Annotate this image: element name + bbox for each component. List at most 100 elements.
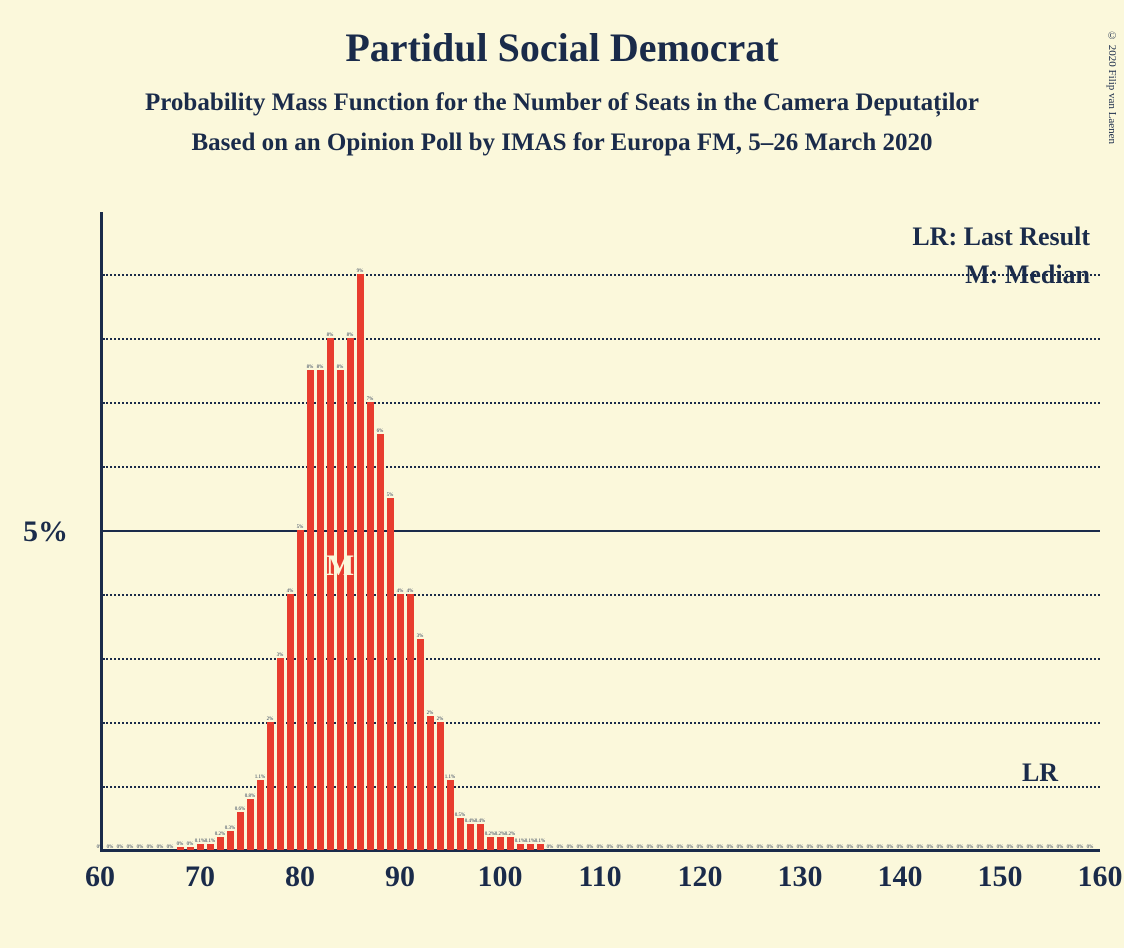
pmf-bar	[377, 434, 384, 850]
pmf-bar-label: 0%	[737, 845, 744, 850]
pmf-bar	[477, 824, 484, 850]
subtitle-2: Based on an Opinion Poll by IMAS for Eur…	[0, 129, 1124, 157]
gridline	[103, 338, 1100, 340]
pmf-bar	[277, 658, 284, 850]
pmf-bar-label: 4%	[397, 589, 404, 594]
pmf-bar	[457, 818, 464, 850]
pmf-bar-label: 0%	[637, 845, 644, 850]
pmf-bar	[267, 722, 274, 850]
pmf-bar-label: 0%	[867, 845, 874, 850]
pmf-bar-label: 8%	[347, 333, 354, 338]
y-axis-label: 5%	[23, 515, 68, 549]
pmf-bar	[447, 780, 454, 850]
y-axis	[100, 212, 103, 852]
pmf-bar	[497, 837, 504, 850]
pmf-bar-label: 0%	[557, 845, 564, 850]
pmf-bar-label: 8%	[337, 365, 344, 370]
pmf-bar	[337, 370, 344, 850]
gridline	[103, 594, 1100, 596]
pmf-bar	[387, 498, 394, 850]
pmf-bar-label: 0.1%	[515, 839, 525, 844]
pmf-bar-label: 0.1%	[195, 839, 205, 844]
last-result-marker: LR	[1022, 758, 1058, 788]
pmf-bar-label: 0.2%	[215, 832, 225, 837]
pmf-bar-label: 4%	[287, 589, 294, 594]
pmf-bar	[517, 844, 524, 850]
pmf-bar	[207, 844, 214, 850]
pmf-bar-label: 0%	[187, 842, 194, 847]
pmf-bar-label: 0%	[107, 845, 114, 850]
pmf-bar-label: 0%	[907, 845, 914, 850]
pmf-bar	[437, 722, 444, 850]
pmf-bar-label: 0%	[777, 845, 784, 850]
pmf-bar-label: 8%	[307, 365, 314, 370]
x-axis-label: 90	[385, 860, 415, 894]
pmf-bar-label: 2%	[427, 711, 434, 716]
pmf-bar-label: 0%	[837, 845, 844, 850]
subtitle-1: Probability Mass Function for the Number…	[0, 89, 1124, 117]
pmf-bar	[217, 837, 224, 850]
pmf-bar-label: 0%	[147, 845, 154, 850]
pmf-bar-label: 0%	[957, 845, 964, 850]
pmf-bar-label: 2%	[437, 717, 444, 722]
pmf-bar-label: 7%	[367, 397, 374, 402]
pmf-bar-label: 0%	[617, 845, 624, 850]
pmf-bar	[507, 837, 514, 850]
pmf-bar-label: 0%	[647, 845, 654, 850]
pmf-bar-label: 0%	[1057, 845, 1064, 850]
pmf-bar	[347, 338, 354, 850]
pmf-bar-label: 0%	[887, 845, 894, 850]
pmf-bar-label: 6%	[377, 429, 384, 434]
pmf-bar	[317, 370, 324, 850]
pmf-bar-label: 0%	[567, 845, 574, 850]
pmf-bar	[197, 844, 204, 850]
pmf-bar	[327, 338, 334, 850]
pmf-bar-label: 3%	[277, 653, 284, 658]
copyright: © 2020 Filip van Laenen	[1106, 30, 1118, 144]
pmf-bar-label: 0%	[577, 845, 584, 850]
pmf-bar	[417, 639, 424, 850]
pmf-bar-label: 0.1%	[205, 839, 215, 844]
pmf-bar	[487, 837, 494, 850]
pmf-bar-label: 0.8%	[245, 794, 255, 799]
pmf-bar-label: 1.1%	[445, 775, 455, 780]
pmf-bar	[537, 844, 544, 850]
pmf-bar-label: 0%	[967, 845, 974, 850]
pmf-bar-label: 0%	[717, 845, 724, 850]
pmf-bar	[367, 402, 374, 850]
pmf-bar-label: 0.6%	[235, 807, 245, 812]
pmf-bar-label: 0%	[977, 845, 984, 850]
pmf-bar-label: 0%	[807, 845, 814, 850]
pmf-bar-label: 0%	[177, 842, 184, 847]
pmf-bar-label: 0%	[157, 845, 164, 850]
pmf-bar-label: 0.1%	[535, 839, 545, 844]
median-marker: M	[326, 549, 354, 583]
pmf-bar-label: 0%	[547, 845, 554, 850]
pmf-bar-label: 0%	[1047, 845, 1054, 850]
legend-lr: LR: Last Result	[912, 222, 1090, 252]
pmf-bar-label: 0%	[1027, 845, 1034, 850]
pmf-bar-label: 0%	[687, 845, 694, 850]
pmf-bar-label: 0%	[947, 845, 954, 850]
x-axis-label: 140	[878, 860, 923, 894]
gridline	[103, 466, 1100, 468]
main-title: Partidul Social Democrat	[0, 24, 1124, 71]
gridline	[103, 530, 1100, 532]
pmf-bar-label: 0%	[727, 845, 734, 850]
pmf-bar	[247, 799, 254, 850]
pmf-bar-label: 0%	[937, 845, 944, 850]
pmf-bar-label: 1.1%	[255, 775, 265, 780]
pmf-bar-label: 0%	[1037, 845, 1044, 850]
pmf-bar-label: 0%	[987, 845, 994, 850]
pmf-bar-label: 0%	[757, 845, 764, 850]
gridline	[103, 722, 1100, 724]
pmf-bar-label: 0.2%	[505, 832, 515, 837]
pmf-bar-label: 0%	[787, 845, 794, 850]
pmf-bar-label: 0%	[817, 845, 824, 850]
x-axis-label: 160	[1078, 860, 1123, 894]
pmf-bar-label: 0%	[797, 845, 804, 850]
pmf-bar-label: 0.5%	[455, 813, 465, 818]
gridline	[103, 274, 1100, 276]
pmf-bar-label: 5%	[297, 525, 304, 530]
pmf-bar-label: 0.4%	[465, 819, 475, 824]
